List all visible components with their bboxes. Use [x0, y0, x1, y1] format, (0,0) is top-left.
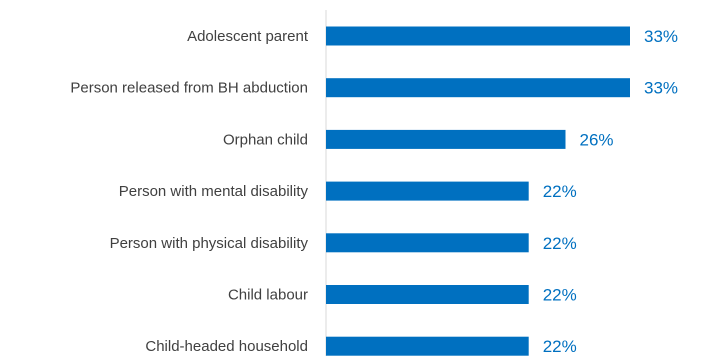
category-label-person-released-from-bh-abduction: Person released from BH abduction [70, 80, 308, 97]
bar-child-labour [326, 285, 529, 304]
bar-person-with-mental-disability [326, 181, 529, 201]
value-label-child-labour: 22% [543, 286, 577, 305]
category-labels-group: Adolescent parent Person released from BH… [70, 28, 308, 355]
value-label-person-released-from-bh-abduction: 33% [644, 79, 678, 98]
value-label-person-with-mental-disability: 22% [543, 182, 577, 201]
category-label-orphan-child: Orphan child [223, 131, 308, 148]
value-label-adolescent-parent: 33% [644, 27, 678, 46]
bar-adolescent-parent [326, 26, 630, 46]
bar-person-released-from-bh-abduction [326, 78, 630, 98]
bar-person-with-physical-disability [326, 233, 529, 253]
category-label-child-labour: Child labour [228, 287, 308, 304]
bar-orphan-child [326, 129, 566, 149]
category-label-adolescent-parent: Adolescent parent [187, 28, 309, 45]
value-labels-group: 33% 33% 26% 22% 22% 22% 22% [543, 27, 678, 356]
bar-child-headed-household [326, 336, 529, 356]
category-label-person-with-mental-disability: Person with mental disability [119, 183, 309, 200]
bars-group [326, 26, 630, 356]
value-label-child-headed-household: 22% [543, 337, 577, 356]
value-label-orphan-child: 26% [580, 130, 614, 149]
value-label-person-with-physical-disability: 22% [543, 234, 577, 253]
category-label-person-with-physical-disability: Person with physical disability [110, 235, 309, 252]
category-label-child-headed-household: Child-headed household [145, 338, 308, 355]
